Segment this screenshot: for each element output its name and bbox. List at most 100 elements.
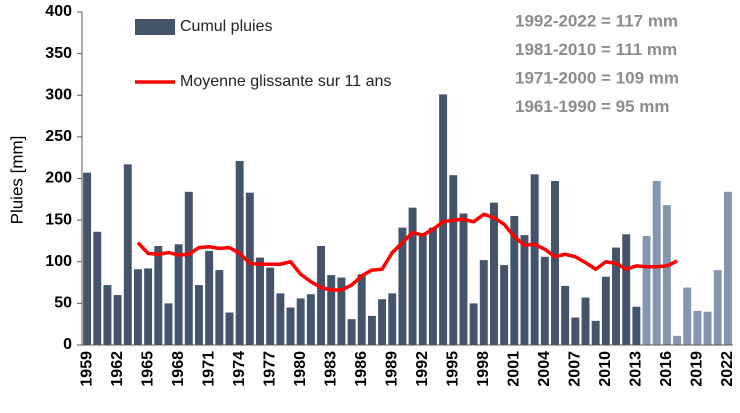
x-tick-label: 1974: [231, 351, 248, 387]
x-tick-label: 1986: [353, 351, 370, 387]
bar: [439, 94, 448, 345]
annotation: 1981-2010 = 111 mm: [515, 40, 677, 59]
x-tick-label: 1968: [170, 351, 187, 387]
bar: [398, 227, 407, 345]
legend-label: Cumul pluies: [180, 18, 273, 35]
bar: [612, 247, 620, 345]
y-tick-label: 0: [63, 336, 72, 353]
bar: [622, 234, 631, 345]
bar: [113, 295, 122, 345]
bar: [256, 257, 264, 345]
bar: [418, 235, 427, 345]
bar: [428, 227, 437, 345]
x-tick-label: 1965: [139, 351, 156, 387]
bar: [510, 215, 519, 345]
x-tick-label: 1977: [261, 351, 278, 387]
x-tick-label: 1992: [414, 351, 431, 387]
y-axis-label: Pluies [mm]: [7, 136, 26, 225]
bar: [449, 175, 458, 345]
bar: [195, 285, 203, 345]
y-tick-label: 300: [45, 86, 72, 103]
bar: [93, 231, 102, 345]
bar: [479, 260, 488, 345]
bar: [581, 297, 590, 345]
bar: [296, 298, 305, 345]
bar: [693, 310, 702, 345]
bar: [174, 244, 183, 345]
bar: [245, 192, 254, 345]
bar: [469, 303, 478, 345]
bar: [520, 235, 529, 345]
annotation: 1992-2022 = 117 mm: [515, 11, 678, 30]
bar: [642, 235, 651, 345]
bar: [378, 299, 387, 345]
legend-swatch: [135, 19, 175, 35]
bar: [652, 180, 661, 345]
bar: [225, 312, 234, 345]
bar: [123, 164, 132, 345]
x-tick-label: 2019: [689, 351, 706, 387]
x-tick-label: 1959: [78, 351, 95, 387]
bar: [103, 285, 112, 345]
x-tick-label: 2022: [719, 351, 736, 387]
bar: [551, 180, 559, 345]
x-tick-label: 1962: [109, 351, 126, 387]
bar: [683, 287, 692, 345]
moving-average-line: [136, 212, 678, 292]
y-tick-label: 100: [45, 253, 72, 270]
x-tick-label: 1983: [322, 351, 339, 387]
bar: [601, 276, 610, 345]
x-tick-label: 1989: [383, 351, 400, 387]
bar: [184, 191, 193, 345]
bar: [337, 277, 346, 345]
bar: [215, 270, 224, 345]
bar: [530, 174, 539, 345]
bar: [561, 285, 570, 345]
x-tick-label: 1971: [200, 351, 217, 387]
bar: [205, 250, 214, 345]
bar: [703, 311, 712, 345]
bar: [723, 191, 732, 345]
bar: [591, 320, 600, 345]
bar: [286, 307, 295, 345]
y-tick-label: 250: [45, 128, 72, 145]
bar: [673, 335, 682, 345]
bar: [632, 306, 641, 345]
bar: [540, 256, 549, 345]
bar: [357, 274, 366, 345]
bar: [83, 172, 92, 345]
x-tick-label: 2013: [628, 351, 645, 387]
bar: [459, 213, 468, 345]
bar: [154, 245, 163, 345]
bar: [408, 207, 417, 345]
bar: [133, 269, 142, 345]
bar: [347, 319, 356, 345]
y-tick-label: 350: [45, 45, 72, 62]
x-tick-label: 2010: [597, 351, 614, 387]
bar: [306, 294, 315, 345]
x-tick-label: 2016: [658, 351, 675, 387]
bar: [144, 268, 153, 345]
x-tick-label: 2007: [567, 351, 584, 387]
bar: [164, 303, 173, 345]
bar: [713, 270, 722, 345]
bar: [388, 293, 397, 345]
bar: [571, 317, 580, 345]
legend-label: Moyenne glissante sur 11 ans: [180, 73, 392, 90]
bar: [317, 245, 326, 345]
bar: [266, 267, 275, 345]
bar: [489, 202, 498, 345]
bar: [662, 205, 671, 345]
bar: [500, 265, 509, 345]
x-tick-label: 2001: [506, 351, 523, 387]
bar: [327, 275, 336, 345]
x-tick-label: 1980: [292, 351, 309, 387]
y-tick-label: 200: [45, 170, 72, 187]
annotation: 1971-2000 = 109 mm: [515, 68, 679, 87]
y-tick-label: 150: [45, 211, 72, 228]
x-tick-label: 1998: [475, 351, 492, 387]
y-tick-label: 400: [45, 3, 72, 20]
x-tick-label: 1995: [444, 351, 461, 387]
